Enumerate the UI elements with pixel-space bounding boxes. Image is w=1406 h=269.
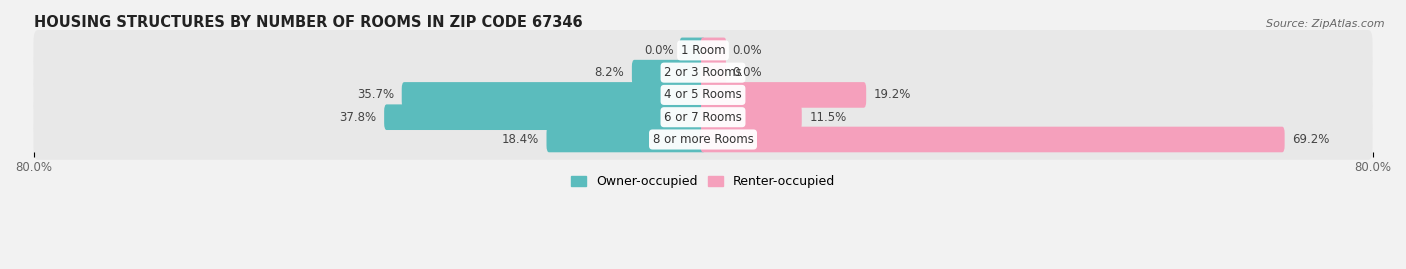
FancyBboxPatch shape — [34, 52, 1372, 93]
Text: 0.0%: 0.0% — [733, 66, 762, 79]
FancyBboxPatch shape — [384, 104, 706, 130]
FancyBboxPatch shape — [631, 60, 706, 86]
Text: 2 or 3 Rooms: 2 or 3 Rooms — [664, 66, 742, 79]
Text: 35.7%: 35.7% — [357, 89, 394, 101]
Text: 6 or 7 Rooms: 6 or 7 Rooms — [664, 111, 742, 124]
Text: 8 or more Rooms: 8 or more Rooms — [652, 133, 754, 146]
Text: 0.0%: 0.0% — [644, 44, 673, 57]
Legend: Owner-occupied, Renter-occupied: Owner-occupied, Renter-occupied — [567, 170, 839, 193]
Text: 8.2%: 8.2% — [595, 66, 624, 79]
Text: HOUSING STRUCTURES BY NUMBER OF ROOMS IN ZIP CODE 67346: HOUSING STRUCTURES BY NUMBER OF ROOMS IN… — [34, 15, 582, 30]
FancyBboxPatch shape — [679, 38, 706, 63]
FancyBboxPatch shape — [700, 60, 727, 86]
Text: 69.2%: 69.2% — [1292, 133, 1330, 146]
Text: 1 Room: 1 Room — [681, 44, 725, 57]
FancyBboxPatch shape — [700, 82, 866, 108]
FancyBboxPatch shape — [547, 127, 706, 152]
FancyBboxPatch shape — [34, 119, 1372, 160]
FancyBboxPatch shape — [700, 104, 801, 130]
Text: Source: ZipAtlas.com: Source: ZipAtlas.com — [1267, 19, 1385, 29]
Text: 0.0%: 0.0% — [733, 44, 762, 57]
FancyBboxPatch shape — [34, 97, 1372, 137]
FancyBboxPatch shape — [34, 75, 1372, 115]
Text: 11.5%: 11.5% — [810, 111, 846, 124]
Text: 18.4%: 18.4% — [502, 133, 538, 146]
FancyBboxPatch shape — [700, 127, 1285, 152]
Text: 37.8%: 37.8% — [339, 111, 377, 124]
Text: 4 or 5 Rooms: 4 or 5 Rooms — [664, 89, 742, 101]
Text: 19.2%: 19.2% — [873, 89, 911, 101]
FancyBboxPatch shape — [34, 30, 1372, 71]
FancyBboxPatch shape — [700, 38, 727, 63]
FancyBboxPatch shape — [402, 82, 706, 108]
